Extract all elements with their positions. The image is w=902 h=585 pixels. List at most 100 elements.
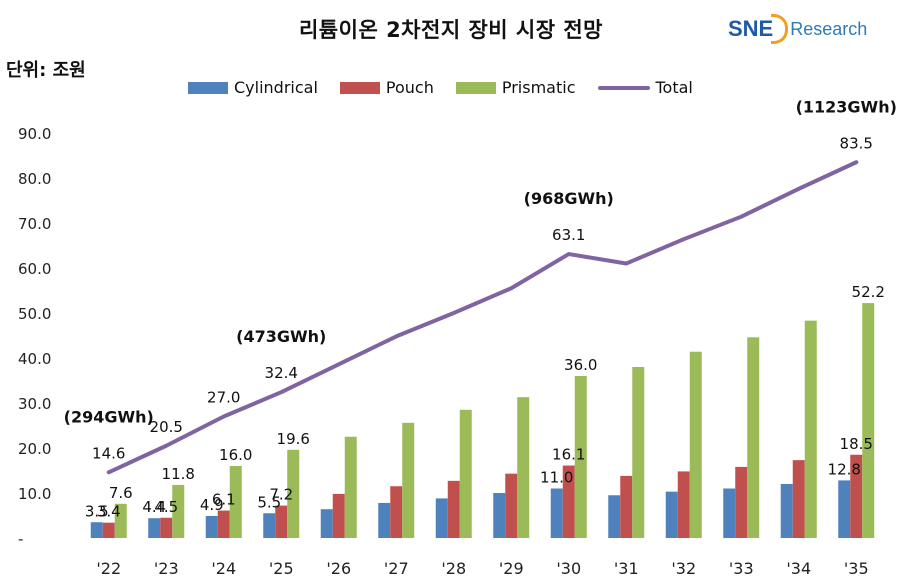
x-tick-label: '31 xyxy=(614,559,639,578)
x-tick-label: '33 xyxy=(729,559,754,578)
legend-swatch xyxy=(188,81,228,94)
bar-prismatic xyxy=(172,484,185,538)
unit-label: 단위: 조원 xyxy=(6,60,86,81)
data-label-prismatic: 7.6 xyxy=(109,484,133,502)
y-tick-label: 70.0 xyxy=(18,215,51,233)
data-label-pouch: 6.1 xyxy=(212,491,236,509)
capacity-annotation: (294GWh) xyxy=(64,407,154,426)
data-label-prismatic: 16.0 xyxy=(219,446,252,464)
bar-pouch xyxy=(620,475,633,538)
y-tick-label: 60.0 xyxy=(18,260,51,278)
data-label-prismatic: 52.2 xyxy=(852,283,885,301)
legend-item-cylindrical: Cylindrical xyxy=(188,78,318,97)
bar-pouch xyxy=(677,471,690,538)
bar-cylindrical xyxy=(378,502,391,538)
bar-pouch xyxy=(792,460,805,538)
data-label-cylindrical: 3.5 xyxy=(85,502,109,520)
x-tick-label: '34 xyxy=(786,559,811,578)
y-tick-label: 30.0 xyxy=(18,395,51,413)
x-tick-label: '23 xyxy=(154,559,179,578)
bar-pouch xyxy=(275,505,288,538)
data-label-pouch: 4.5 xyxy=(154,498,178,516)
data-label-total: 63.1 xyxy=(552,226,585,244)
data-label-prismatic: 36.0 xyxy=(564,356,597,374)
x-tick-label: '32 xyxy=(671,559,696,578)
bar-cylindrical xyxy=(608,495,621,538)
legend-label: Prismatic xyxy=(501,78,576,97)
y-tick-label: 50.0 xyxy=(18,305,51,323)
bar-pouch xyxy=(332,493,345,538)
bar-prismatic xyxy=(689,351,702,538)
bar-prismatic xyxy=(517,397,530,538)
x-tick-label: '24 xyxy=(211,559,236,578)
capacity-annotation: (1123GWh) xyxy=(796,97,897,116)
legend-label: Total xyxy=(655,78,693,97)
y-tick-label: 10.0 xyxy=(18,485,51,503)
legend-swatch xyxy=(455,81,496,94)
data-label-pouch: 18.5 xyxy=(840,435,873,453)
bar-pouch xyxy=(160,517,173,538)
bar-prismatic xyxy=(344,436,357,538)
data-label-prismatic: 19.6 xyxy=(277,430,310,448)
x-tick-label: '29 xyxy=(499,559,524,578)
bar-cylindrical xyxy=(665,491,678,538)
y-tick-label: 20.0 xyxy=(18,440,51,458)
bar-cylindrical xyxy=(493,493,506,538)
chart-title: 리튬이온 2차전지 장비 시장 전망 xyxy=(298,18,603,42)
bar-prismatic xyxy=(574,376,587,538)
bar-cylindrical xyxy=(263,513,276,538)
legend-label: Pouch xyxy=(385,78,434,97)
legend-item-total: Total xyxy=(597,78,693,97)
x-tick-label: '26 xyxy=(326,559,351,578)
capacity-annotation: (968GWh) xyxy=(524,189,614,208)
x-tick-label: '25 xyxy=(269,559,294,578)
data-label-prismatic: 11.8 xyxy=(162,465,195,483)
data-label-cylindrical: 12.8 xyxy=(828,460,861,478)
data-label-total: 27.0 xyxy=(207,389,240,407)
chart-legend: Cylindrical Pouch Prismatic Total xyxy=(188,78,715,97)
bar-cylindrical xyxy=(550,488,563,538)
bar-prismatic xyxy=(114,503,127,538)
x-tick-label: '22 xyxy=(96,559,121,578)
bar-pouch xyxy=(562,465,575,538)
logo-arc-icon xyxy=(771,14,789,44)
data-label-cylindrical: 4.4 xyxy=(142,498,166,516)
bar-pouch xyxy=(505,473,518,538)
bar-prismatic xyxy=(862,303,875,538)
bar-prismatic xyxy=(632,367,645,538)
bar-cylindrical xyxy=(148,518,161,538)
legend-swatch xyxy=(597,85,650,90)
data-label-pouch: 16.1 xyxy=(552,446,585,464)
bar-cylindrical xyxy=(435,498,448,538)
bar-prismatic xyxy=(402,422,415,538)
bar-pouch xyxy=(850,454,863,538)
data-label-total: 83.5 xyxy=(840,134,873,152)
x-tick-label: '27 xyxy=(384,559,409,578)
logo-brand: SNE xyxy=(728,16,774,41)
bar-pouch xyxy=(447,480,460,538)
bar-prismatic xyxy=(459,409,472,538)
capacity-annotation: (473GWh) xyxy=(236,327,326,346)
y-tick-label: - xyxy=(18,530,23,548)
y-tick-label: 40.0 xyxy=(18,350,51,368)
data-label-total: 20.5 xyxy=(150,418,183,436)
total-line xyxy=(106,160,859,475)
sne-research-logo: SNE Research xyxy=(728,12,867,46)
legend-item-prismatic: Prismatic xyxy=(455,78,576,97)
bar-pouch xyxy=(217,510,230,538)
logo-suffix: Research xyxy=(790,18,868,39)
x-tick-label: '28 xyxy=(441,559,466,578)
bar-pouch xyxy=(102,522,115,538)
data-label-pouch: 7.2 xyxy=(269,486,293,504)
data-label-cylindrical: 11.0 xyxy=(540,469,573,487)
data-label-pouch: 3.4 xyxy=(97,503,121,521)
bar-pouch xyxy=(735,466,748,538)
bar-cylindrical xyxy=(723,488,736,538)
data-label-cylindrical: 5.5 xyxy=(257,493,281,511)
bar-prismatic xyxy=(229,466,242,538)
legend-item-pouch: Pouch xyxy=(339,78,434,97)
bar-cylindrical xyxy=(205,515,218,538)
bar-cylindrical xyxy=(320,509,333,538)
bar-cylindrical xyxy=(90,522,103,538)
